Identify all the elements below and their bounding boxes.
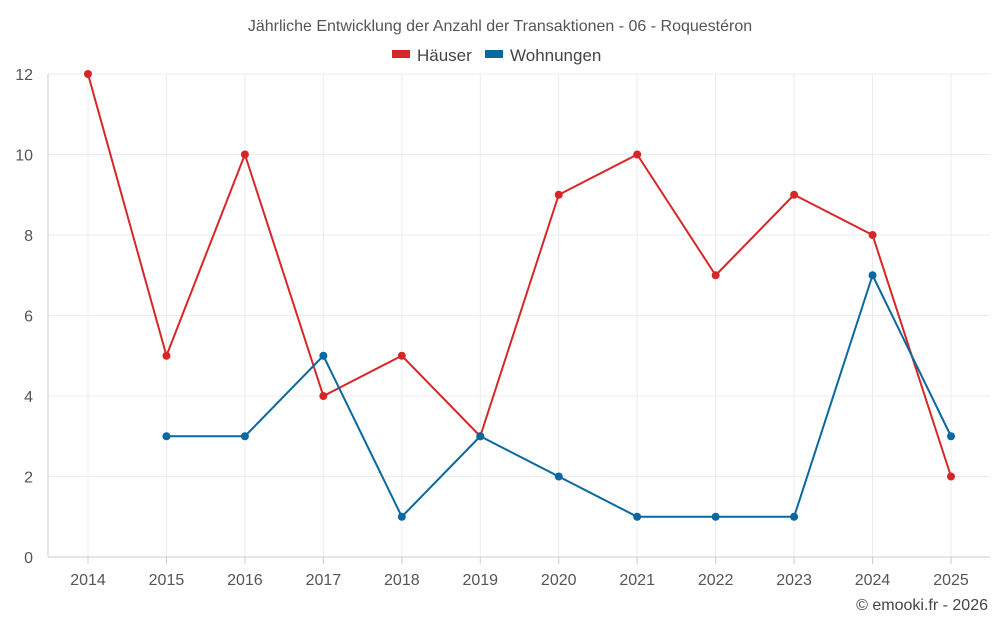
y-tick-label: 2 — [24, 470, 33, 487]
data-point-wohnungen — [162, 432, 171, 441]
data-point-wohnungen — [711, 512, 720, 521]
x-tick-label: 2022 — [698, 572, 734, 589]
x-tick-label: 2016 — [227, 572, 263, 589]
x-tick-label: 2015 — [149, 572, 185, 589]
x-tick-label: 2020 — [541, 572, 577, 589]
data-point-haeuser — [240, 150, 249, 159]
data-point-haeuser — [633, 150, 642, 159]
series-wohnungen — [162, 271, 955, 521]
legend-label-wohnungen: Wohnungen — [510, 46, 601, 65]
data-point-wohnungen — [240, 432, 249, 441]
data-point-haeuser — [868, 231, 877, 239]
data-point-haeuser — [397, 351, 406, 360]
data-point-haeuser — [947, 472, 955, 481]
y-tick-label: 4 — [24, 389, 33, 406]
x-tick-label: 2018 — [384, 572, 420, 589]
y-tick-label: 10 — [15, 148, 33, 165]
data-point-haeuser — [319, 392, 328, 400]
data-point-wohnungen — [633, 512, 642, 521]
credit-text: © emooki.fr - 2026 — [856, 597, 988, 614]
legend-label-haeuser: Häuser — [417, 46, 472, 65]
legend-swatch-wohnungen — [485, 50, 503, 58]
data-point-haeuser — [84, 70, 92, 78]
series-line-haeuser — [87, 73, 952, 477]
y-tick-label: 0 — [24, 550, 33, 567]
series-haeuser — [84, 70, 955, 481]
data-point-wohnungen — [319, 351, 328, 360]
x-tick-label: 2024 — [855, 572, 891, 589]
series-layer — [84, 70, 955, 521]
data-point-haeuser — [162, 351, 171, 360]
x-tick-label: 2014 — [70, 572, 106, 589]
data-point-haeuser — [554, 190, 563, 199]
data-point-wohnungen — [554, 472, 563, 481]
x-tick-label: 2025 — [933, 572, 969, 589]
chart-title: Jährliche Entwicklung der Anzahl der Tra… — [248, 18, 752, 35]
legend-swatch-haeuser — [392, 50, 410, 58]
data-point-wohnungen — [397, 512, 406, 521]
axes: 0 2 4 6 8 10 12 2014 2015 2016 2017 2018 2019 2020 202… — [15, 67, 990, 589]
data-point-haeuser — [790, 190, 799, 199]
y-tick-label: 8 — [24, 228, 33, 245]
data-point-wohnungen — [947, 432, 955, 441]
x-tick-label: 2021 — [619, 572, 655, 589]
data-point-wohnungen — [476, 432, 485, 441]
x-tick-label: 2017 — [306, 572, 342, 589]
y-tick-label: 12 — [15, 67, 33, 84]
data-point-haeuser — [711, 271, 720, 280]
legend: Häuser Wohnungen — [392, 46, 601, 65]
x-tick-label: 2019 — [462, 572, 498, 589]
y-tick-label: 6 — [24, 309, 33, 326]
data-point-wohnungen — [790, 512, 799, 521]
x-tick-label: 2023 — [776, 572, 812, 589]
grid — [48, 73, 990, 557]
data-point-wohnungen — [868, 271, 877, 280]
